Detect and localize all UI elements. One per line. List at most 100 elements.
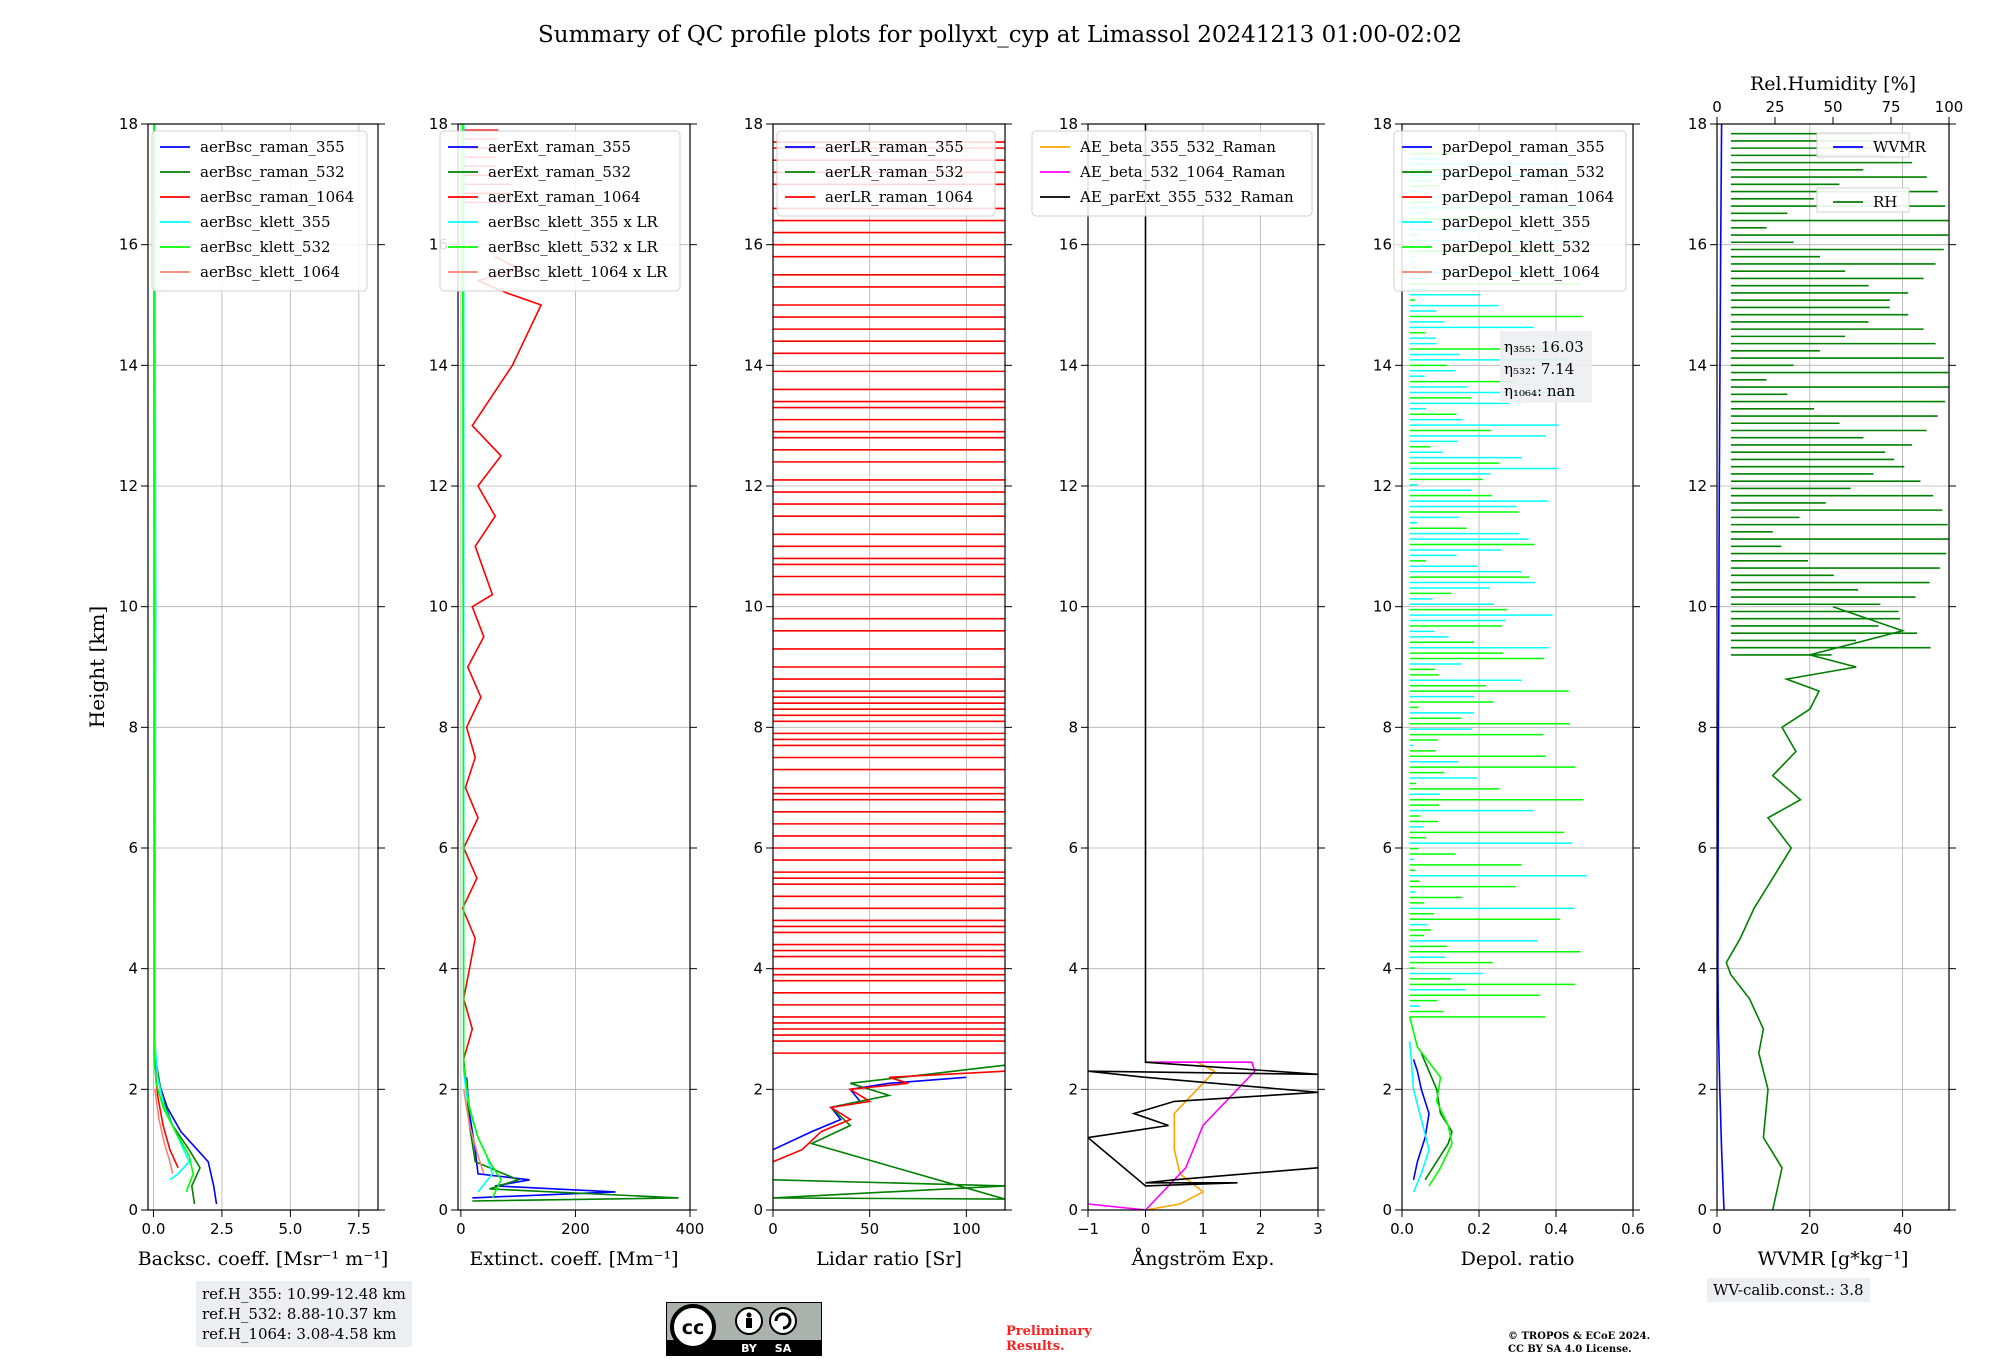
y-tick-label: 18 (1688, 115, 1707, 133)
legend-label: aerBsc_klett_355 (200, 213, 331, 231)
legend-label: aerExt_raman_1064 (488, 188, 641, 206)
top-x-tick-label: 75 (1881, 98, 1900, 116)
series-group (1410, 148, 1587, 1192)
y-tick-label: 0 (438, 1201, 448, 1219)
legend-label: parDepol_klett_355 (1442, 213, 1591, 231)
y-tick-label: 4 (1068, 960, 1078, 978)
y-tick-label: 4 (753, 960, 763, 978)
x-tick-label: 200 (561, 1220, 590, 1238)
legend-label: parDepol_raman_1064 (1442, 188, 1614, 206)
y-tick-label: 12 (1059, 477, 1078, 495)
legend-label: aerLR_raman_1064 (825, 188, 973, 206)
y-tick-label: 12 (1688, 477, 1707, 495)
y-tick-label: 18 (1059, 115, 1078, 133)
ref-height-1064: ref.H_1064: 3.08-4.58 km (202, 1324, 406, 1344)
y-tick-label: 0 (1697, 1201, 1707, 1219)
preliminary-line-1: Preliminary (1006, 1324, 1092, 1339)
legend-label: aerLR_raman_532 (825, 163, 964, 181)
top-x-tick-label: 50 (1823, 98, 1842, 116)
x-axis-label: Depol. ratio (1461, 1248, 1575, 1270)
x-tick-label: 0.4 (1544, 1220, 1568, 1238)
panel-wv: 0246810121416180 20 40WVMR [g*kg⁻¹]0 25 50 75… (1688, 73, 1963, 1270)
x-tick-label: 20 (1800, 1220, 1819, 1238)
x-tick-label: 7.5 (347, 1220, 371, 1238)
y-tick-label: 6 (1697, 839, 1707, 857)
panel-lr: 0246810121416180 50 100Lidar ratio [Sr]aer… (744, 115, 1012, 1270)
y-tick-label: 0 (1068, 1201, 1078, 1219)
top-x-axis-label: Rel.Humidity [%] (1750, 73, 1916, 95)
legend: WVMR RH (1817, 133, 1927, 212)
legend: aerLR_raman_355 aerLR_raman_532 aerLR_rama… (777, 131, 995, 216)
ref-height-532: ref.H_532: 8.88-10.37 km (202, 1304, 406, 1324)
y-tick-label: 10 (119, 598, 138, 616)
x-tick-label: 100 (952, 1220, 981, 1238)
x-tick-label: 2.5 (210, 1220, 234, 1238)
cc-sa-label: SA (775, 1342, 792, 1355)
y-tick-label: 16 (744, 236, 763, 254)
y-tick-label: 16 (1373, 236, 1392, 254)
legend-label: aerBsc_raman_355 (200, 138, 345, 156)
y-tick-label: 8 (128, 718, 138, 736)
legend-label: parDepol_raman_532 (1442, 163, 1605, 181)
x-tick-label: 0.2 (1467, 1220, 1491, 1238)
legend-label: parDepol_raman_355 (1442, 138, 1605, 156)
y-tick-label: 16 (1688, 236, 1707, 254)
x-tick-label: 1 (1198, 1220, 1208, 1238)
y-tick-label: 10 (429, 598, 448, 616)
legend-label: AE_beta_532_1064_Raman (1079, 163, 1286, 181)
y-tick-label: 14 (1688, 356, 1707, 374)
y-tick-label: 14 (1373, 356, 1392, 374)
legend-label: WVMR (1873, 138, 1927, 156)
legend: aerBsc_raman_355 aerBsc_raman_532 aerBsc_r… (152, 131, 367, 291)
wv-calib-box: WV-calib.const.: 3.8 (1707, 1278, 1870, 1302)
y-tick-label: 16 (1059, 236, 1078, 254)
cc-license-badge: cc BY SA (666, 1302, 822, 1356)
copyright-line-1: © TROPOS & ECoE 2024. (1508, 1330, 1650, 1343)
top-x-tick-label: 100 (1935, 98, 1964, 116)
x-tick-label: 2 (1256, 1220, 1266, 1238)
y-tick-label: 4 (1697, 960, 1707, 978)
legend-label: AE_beta_355_532_Raman (1079, 138, 1276, 156)
series-RH (1726, 607, 1902, 1210)
legend: parDepol_raman_355 parDepol_raman_532 parD… (1394, 131, 1626, 291)
y-tick-label: 0 (753, 1201, 763, 1219)
y-tick-label: 8 (438, 718, 448, 736)
eta-box: η₃₅₅: 16.03η₅₃₂: 7.14η₁₀₆₄: nan (1500, 331, 1592, 403)
series-AE_beta_355_532_Raman (1146, 1062, 1215, 1210)
preliminary-line-2: Results. (1006, 1339, 1092, 1354)
y-tick-label: 14 (119, 356, 138, 374)
copyright-note: © TROPOS & ECoE 2024. CC BY SA 4.0 Licen… (1508, 1330, 1650, 1356)
legend-label: aerBsc_klett_1064 (200, 263, 340, 281)
ref-height-355: ref.H_355: 10.99-12.48 km (202, 1284, 406, 1304)
y-tick-label: 10 (1059, 598, 1078, 616)
preliminary-note: Preliminary Results. (1006, 1324, 1092, 1354)
x-tick-label: 0.0 (142, 1220, 166, 1238)
y-tick-label: 8 (1382, 718, 1392, 736)
legend-label: aerBsc_klett_1064 x LR (488, 263, 668, 281)
x-tick-label: 0.6 (1621, 1220, 1645, 1238)
panel-depol: 0 2 4 6 8 10 12 14 16 18 0.0 0.2 0.4 0.6 Depol. ratio p… (1373, 115, 1645, 1270)
figure-canvas: Height [km]0246810121416180.0 2.5 5.0 7.5Ba… (0, 0, 2000, 1360)
x-tick-label: 40 (1893, 1220, 1912, 1238)
legend-label: RH (1873, 193, 1897, 211)
y-tick-label: 18 (1373, 115, 1392, 133)
top-x-tick-label: 0 (1712, 98, 1722, 116)
y-tick-label: 0 (128, 1201, 138, 1219)
sa-sharealike-icon (770, 1308, 796, 1334)
y-tick-label: 6 (438, 839, 448, 857)
x-axis-label: Backsc. coeff. [Msr⁻¹ m⁻¹] (138, 1248, 389, 1270)
y-tick-label: 2 (753, 1080, 763, 1098)
y-tick-label: 12 (119, 477, 138, 495)
legend: AE_beta_355_532_Raman AE_beta_532_1064_Ra… (1032, 131, 1312, 216)
x-axis-label: WVMR [g*kg⁻¹] (1758, 1248, 1909, 1270)
x-tick-label: 0 (456, 1220, 466, 1238)
svg-text:cc: cc (682, 1317, 705, 1339)
y-tick-label: 4 (438, 960, 448, 978)
y-tick-label: 6 (753, 839, 763, 857)
x-axis-label: Extinct. coeff. [Mm⁻¹] (469, 1248, 678, 1270)
cc-by-label: BY (741, 1342, 758, 1355)
series-aerExt_raman_532 (464, 1059, 679, 1201)
y-tick-label: 10 (1373, 598, 1392, 616)
copyright-line-2: CC BY SA 4.0 License. (1508, 1343, 1650, 1356)
legend-label: aerLR_raman_355 (825, 138, 964, 156)
